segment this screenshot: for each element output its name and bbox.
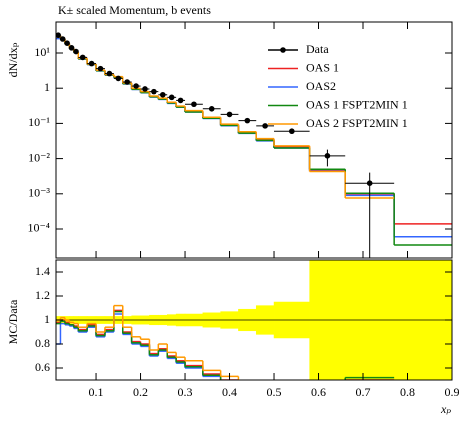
x-tick-label: 0.2: [133, 385, 148, 399]
y-tick-label: 1: [44, 80, 50, 94]
chart-title: K± scaled Momentum, b events: [58, 3, 211, 17]
x-tick-label: 0.8: [400, 385, 415, 399]
y-tick-label: 10⁻¹: [28, 115, 50, 129]
data-point: [208, 105, 215, 112]
data-point: [262, 123, 268, 129]
data-point: [64, 40, 70, 46]
x-axis-label: xₚ: [440, 402, 451, 416]
data-point: [159, 91, 166, 98]
ratio-plot: [56, 260, 452, 380]
y-tick-label: 10¹: [34, 45, 50, 59]
y-tick-label: 10⁻³: [28, 186, 50, 200]
data-point: [289, 128, 295, 135]
data-point: [88, 60, 95, 67]
x-tick-label: 0.6: [311, 385, 326, 399]
data-point: [151, 88, 157, 95]
data-point: [226, 111, 233, 118]
plot-frame: [55, 259, 453, 381]
y-tick-label: 10⁻²: [28, 150, 50, 164]
data-point: [124, 79, 130, 85]
main-plot: [56, 32, 452, 258]
data-point: [79, 54, 86, 61]
x-tick-label: 0.3: [178, 385, 193, 399]
data-point: [168, 94, 175, 101]
legend-label: Data: [306, 42, 329, 56]
y-tick-label: 1: [44, 312, 50, 326]
legend-swatch: [280, 47, 286, 53]
y-tick-label: 1.4: [35, 264, 50, 278]
x-tick-label: 0.4: [222, 385, 237, 399]
y-axis-label: dN/dxₚ: [6, 42, 20, 77]
data-point: [97, 65, 104, 72]
y-tick-label: 1.2: [35, 288, 50, 302]
axes: 10⁻⁴ 10⁻³ 10⁻² 10⁻¹ 1 10¹ Data OAS 1 OAS2 OAS 1 F…: [27, 21, 460, 399]
x-tick-label: 0.1: [89, 385, 104, 399]
data-point: [106, 70, 113, 77]
data-point: [133, 83, 139, 89]
data-point: [191, 101, 197, 108]
data-point: [56, 32, 62, 39]
data-point: [177, 97, 184, 104]
data-point: [142, 86, 148, 92]
data-point: [68, 45, 75, 51]
legend-label: OAS2: [306, 79, 336, 93]
legend-label: OAS 1 FSPT2MIN 1: [306, 97, 408, 111]
ratio-y-axis-label: MC/Data: [6, 299, 20, 344]
plot-frame: [55, 21, 453, 259]
y-tick-label: 0.6: [35, 360, 50, 374]
data-point: [73, 48, 79, 55]
x-tick-label: 0.5: [267, 385, 282, 399]
data-point: [324, 153, 331, 159]
y-tick-label: 10⁻⁴: [27, 221, 50, 235]
x-tick-label: 0.7: [356, 385, 371, 399]
data-point: [366, 180, 373, 187]
legend-label: OAS 2 FSPT2MIN 1: [306, 116, 408, 130]
legend-label: OAS 1: [306, 60, 339, 74]
data-point: [59, 36, 66, 42]
data-point: [244, 117, 251, 124]
x-tick-label: 0.9: [445, 385, 460, 399]
data-point: [115, 75, 122, 82]
y-tick-label: 0.8: [35, 336, 50, 350]
